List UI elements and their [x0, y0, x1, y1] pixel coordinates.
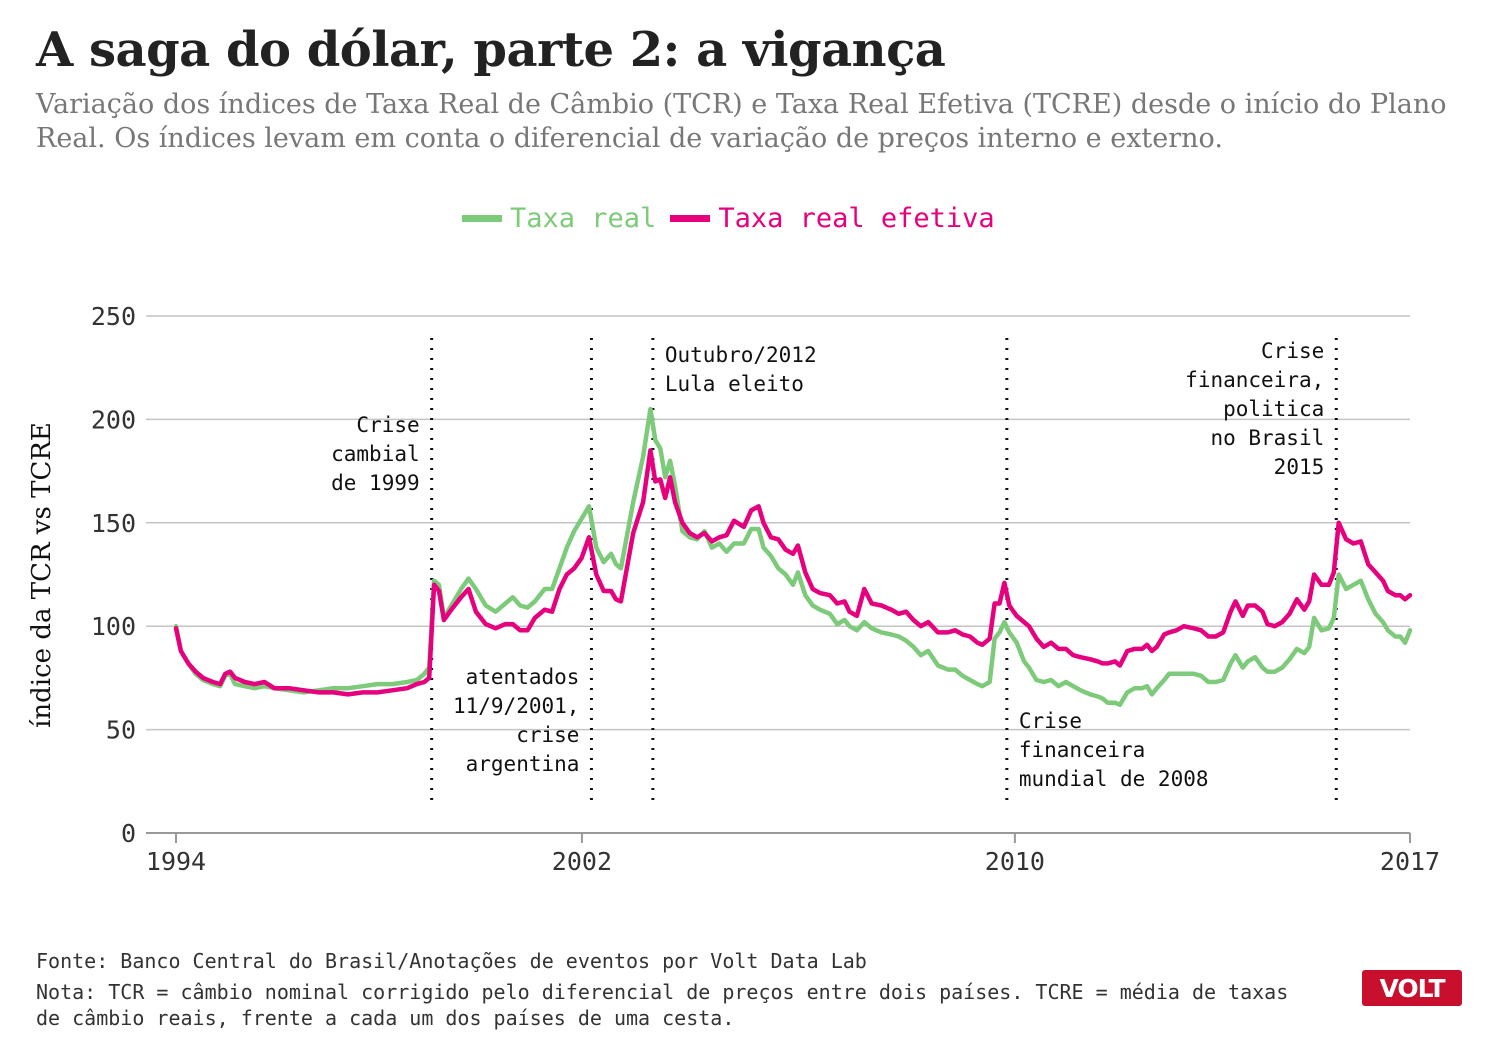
annotation-1-line-3: de 1999	[331, 471, 420, 495]
source-note: Fonte: Banco Central do Brasil/Anotações…	[36, 949, 867, 973]
x-tick-label-2017: 2017	[1380, 847, 1440, 876]
annotation-2-line-3: crise	[516, 723, 579, 747]
annotation-2-line-1: atentados	[466, 665, 580, 689]
annotation-5-line-5: 2015	[1274, 455, 1325, 479]
chart-subtitle: Variação dos índices de Taxa Real de Câm…	[36, 89, 1447, 154]
annotation-1-line-1: Crise	[356, 413, 419, 437]
chart-legend: Taxa real Taxa real efetiva	[462, 203, 1009, 234]
volt-logo: VOLT	[1362, 970, 1462, 1006]
annotation-4-line-2: financeira	[1019, 738, 1145, 762]
legend-item-taxa-real: Taxa real	[462, 203, 656, 234]
x-tick-label-2010: 2010	[985, 847, 1045, 876]
x-tick-label-2002: 2002	[552, 847, 612, 876]
legend-label-taxa-real-efetiva: Taxa real efetiva	[718, 203, 995, 234]
y-tick-label-0: 0	[121, 819, 136, 848]
legend-swatch-taxa-real-efetiva	[670, 215, 711, 222]
y-tick-label-250: 250	[91, 302, 136, 331]
annotation-3-line-1: Outubro/2012	[665, 343, 817, 367]
annotation-1-line-2: cambial	[331, 442, 420, 466]
series-line-taxa-real-efetiva	[173, 448, 1413, 697]
x-tick-label-1994: 1994	[146, 847, 206, 876]
legend-item-taxa-real-efetiva: Taxa real efetiva	[670, 203, 995, 234]
y-tick-label-150: 150	[91, 509, 136, 538]
chart-title: A saga do dólar, parte 2: a vigança	[36, 22, 946, 78]
annotation-5-line-2: financeira,	[1185, 368, 1324, 392]
annotation-5-line-4: no Brasil	[1210, 426, 1324, 450]
annotation-4-line-3: mundial de 2008	[1019, 767, 1209, 791]
annotation-5-line-1: Crise	[1261, 339, 1324, 363]
y-tick-label-100: 100	[91, 612, 136, 641]
legend-label-taxa-real: Taxa real	[510, 203, 657, 234]
annotation-2-line-4: argentina	[466, 752, 580, 776]
y-tick-label-200: 200	[91, 405, 136, 434]
annotation-3-line-2: Lula eleito	[665, 372, 804, 396]
y-tick-label-50: 50	[106, 716, 136, 745]
y-axis-label: índice da TCR vs TCRE	[27, 422, 57, 728]
footnote: Nota: TCR = câmbio nominal corrigido pel…	[36, 980, 1289, 1030]
legend-swatch-taxa-real	[462, 215, 502, 222]
annotation-2-line-2: 11/9/2001,	[453, 694, 579, 718]
annotation-5-line-3: politica	[1223, 397, 1324, 421]
annotation-4-line-1: Crise	[1019, 709, 1082, 733]
